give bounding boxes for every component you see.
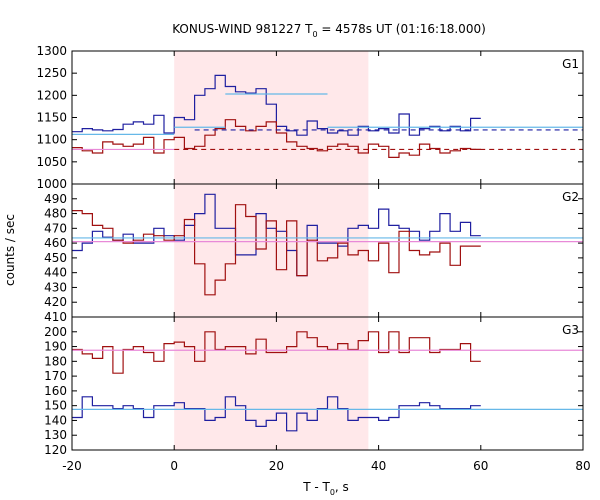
x-tick-label: 80: [575, 459, 590, 473]
x-tick-label: 0: [170, 459, 178, 473]
plot-area: 1000105011001150120012501300G14104204304…: [36, 44, 590, 473]
panel-g1: 1000 1050 1100 1150 1200 1250 1300 G1: [36, 44, 584, 191]
panel-g3-y-tick-label: 200: [44, 325, 67, 339]
chart-title: KONUS-WIND 981227 T0 = 4578s UT (01:16:1…: [172, 22, 486, 39]
panel-g3-y-tick-label: 150: [44, 399, 67, 413]
panel-g2-y-tick-label: 440: [44, 266, 67, 280]
panel-g1-y-tick-label: 1050: [36, 155, 67, 169]
panel-g3-y-tick-label: 190: [44, 340, 67, 354]
panel-g3-y-tick-label: 180: [44, 354, 67, 368]
panel-g1-y-tick-label: 1250: [36, 66, 67, 80]
panel-g1-y-tick-label: 1000: [36, 177, 67, 191]
panel-g2-y-tick-label: 410: [44, 310, 67, 324]
panel-g3-y-tick-label: 170: [44, 369, 67, 383]
panel-g3-y-tick-label: 160: [44, 384, 67, 398]
panel-g1-y-tick-label: 1300: [36, 44, 67, 58]
panel-g3-y-tick-label: 120: [44, 443, 67, 457]
y-axis-label: counts / sec: [3, 214, 17, 286]
panel-g2-blue-histogram: [72, 193, 481, 277]
panel-g1-y-tick-label: 1200: [36, 88, 67, 102]
panel-g3-y-tick-label: 130: [44, 428, 67, 442]
panel-g2-y-tick-label: 450: [44, 251, 67, 265]
panel-g2-y-tick-label: 430: [44, 280, 67, 294]
panel-g3-frame: [71, 316, 584, 451]
panel-g2-y-tick-label: 420: [44, 295, 67, 309]
panel-g2-y-tick-label: 470: [44, 221, 67, 235]
panel-g3-blue-histogram: [72, 396, 481, 432]
x-tick-label: 60: [473, 459, 488, 473]
panel-g2-y-tick-label: 490: [44, 192, 67, 206]
panel-g3-label: G3: [562, 323, 579, 337]
x-tick-label: 40: [371, 459, 386, 473]
panel-g2-y-tick-label: 480: [44, 207, 67, 221]
x-axis-label: T - T0, s: [302, 480, 349, 497]
panel-g2-label: G2: [562, 190, 579, 204]
shaded-interval: [174, 51, 369, 450]
x-tick-label: 20: [269, 459, 284, 473]
panel-g1-red-histogram: [72, 119, 481, 158]
panel-g2-y-tick-label: 460: [44, 236, 67, 250]
panel-g1-y-tick-label: 1100: [36, 133, 67, 147]
panel-g3-y-tick-label: 140: [44, 413, 67, 427]
panel-g2-red-histogram: [72, 204, 481, 296]
panel-g1-y-tick-label: 1150: [36, 111, 67, 125]
x-tick-label: -20: [62, 459, 82, 473]
panel-g1-blue-histogram: [72, 74, 481, 136]
panel-g1-label: G1: [562, 57, 579, 71]
panel-g3-red-histogram: [72, 331, 481, 374]
